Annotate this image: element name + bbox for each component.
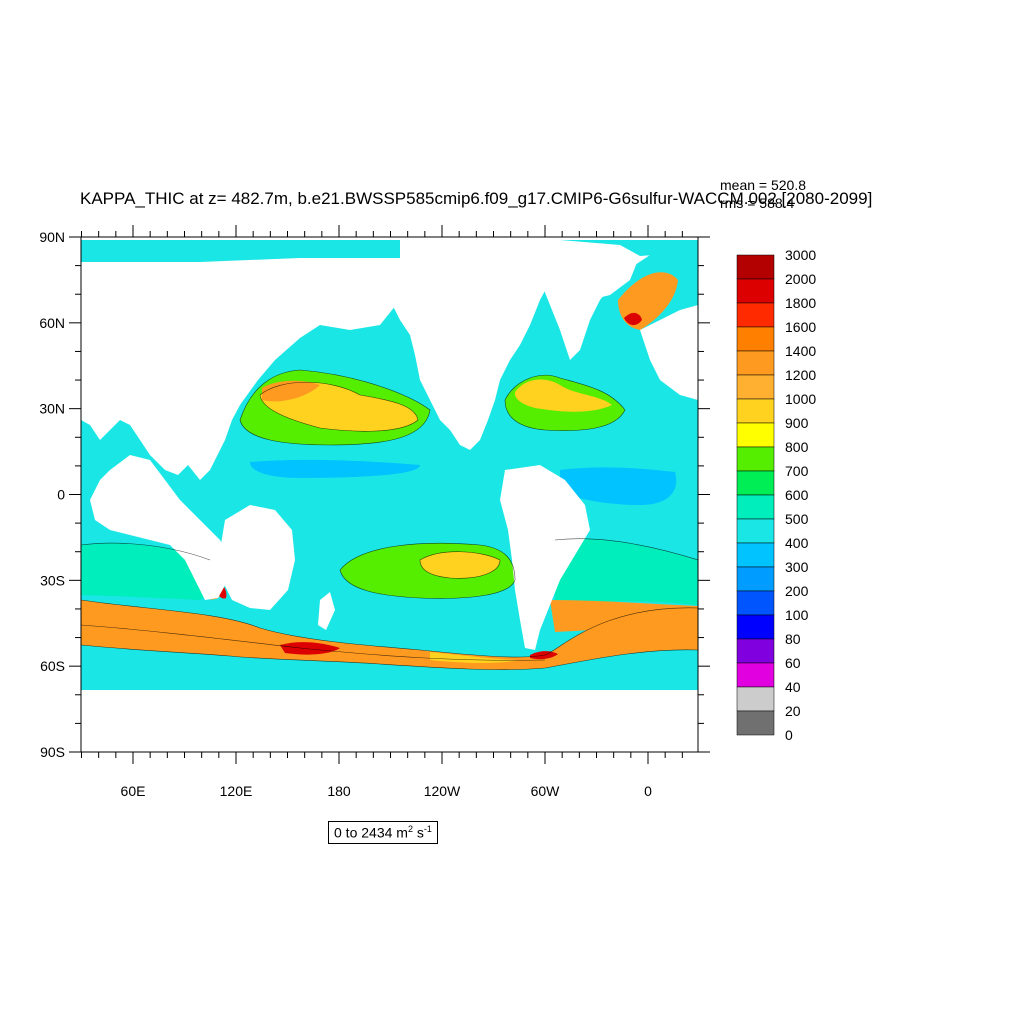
tropical-pacific-deep <box>250 459 420 478</box>
equatorial-deep-band <box>560 467 677 505</box>
lon-tick-label: 120W <box>424 783 461 799</box>
lon-tick-label: 120E <box>220 783 253 799</box>
range-text: 0 to 2434 m <box>334 824 408 841</box>
land-south-america <box>500 465 590 650</box>
colorbar-swatch <box>736 254 775 280</box>
colorbar-label: 100 <box>785 607 809 623</box>
rms-stat: rms = 588.4 <box>720 195 795 211</box>
lat-tick-label: 60N <box>39 315 65 331</box>
colorbar-swatch <box>736 638 775 664</box>
colorbar-label: 900 <box>785 415 809 431</box>
arctic-ocean-east <box>560 240 698 256</box>
colorbar-label: 20 <box>785 703 801 719</box>
colorbar-label: 80 <box>785 631 801 647</box>
colorbar-swatch <box>736 686 775 712</box>
colorbar-label: 1000 <box>785 391 816 407</box>
land-africa <box>90 455 230 600</box>
colorbar-swatch <box>736 710 775 736</box>
colorbar-label: 500 <box>785 511 809 527</box>
range-exp-2: -1 <box>423 824 432 834</box>
lat-tick-label: 30N <box>39 401 65 417</box>
south-pacific-gyre-yellow <box>420 551 500 579</box>
colorbar-swatch <box>736 374 775 400</box>
colorbar-label: 700 <box>785 463 809 479</box>
colorbar-label: 2000 <box>785 271 816 287</box>
colorbar-swatch <box>736 590 775 616</box>
southern-ocean-orange-band <box>81 600 698 670</box>
lat-tick-label: 0 <box>57 487 65 503</box>
south-atlantic-mid <box>555 538 698 605</box>
chart-title: KAPPA_THIC at z= 482.7m, b.e21.BWSSP585c… <box>80 189 873 208</box>
north-atlantic-gyre-yellow <box>514 379 612 412</box>
land-north-america <box>385 237 560 450</box>
colorbar-label: 0 <box>785 727 793 743</box>
colorbar-swatch <box>736 542 775 568</box>
lat-tick-label: 90S <box>40 744 65 760</box>
lon-tick-label: 0 <box>644 783 652 799</box>
land-eurasia <box>81 237 698 480</box>
value-range-box: 0 to 2434 m2 s-1 <box>328 821 438 844</box>
colorbar-swatch <box>736 566 775 592</box>
colorbar-label: 300 <box>785 559 809 575</box>
land-antarctica <box>81 692 698 752</box>
colorbar-swatch <box>736 422 775 448</box>
colorbar-label: 60 <box>785 655 801 671</box>
colorbar-label: 1800 <box>785 295 816 311</box>
lat-tick-label: 60S <box>40 658 65 674</box>
colorbar-swatch <box>736 326 775 352</box>
arctic-ocean <box>81 240 400 262</box>
colorbar-swatch <box>736 446 775 472</box>
colorbar-swatch <box>736 494 775 520</box>
colorbar-label: 1400 <box>785 343 816 359</box>
axes: 90N 60N 30N 0 30S 60S 90S 60E 120E 180 120W 60W 0 <box>39 225 710 799</box>
mean-stat: mean = 520.8 <box>720 177 807 193</box>
colorbar-swatch <box>736 518 775 544</box>
lon-tick-label: 60E <box>121 783 146 799</box>
colorbar-label: 400 <box>785 535 809 551</box>
land-europe <box>640 305 698 400</box>
lon-tick-label: 180 <box>327 783 351 799</box>
colorbar-label: 3000 <box>785 247 816 263</box>
contour-lines <box>81 369 698 670</box>
colorbar-label: 800 <box>785 439 809 455</box>
lon-tick-label: 60W <box>531 783 561 799</box>
land-greenland <box>555 240 640 300</box>
colorbar-label: 1600 <box>785 319 816 335</box>
land-australia <box>220 505 295 610</box>
map-plot <box>81 237 698 752</box>
colorbar-swatch <box>736 398 775 424</box>
colorbar-label: 40 <box>785 679 801 695</box>
colorbar-swatch <box>736 278 775 304</box>
colorbar-swatch <box>736 470 775 496</box>
range-unit-2: s <box>412 824 424 841</box>
colorbar-label: 600 <box>785 487 809 503</box>
colorbar-swatch <box>736 614 775 640</box>
lat-tick-label: 30S <box>40 572 65 588</box>
land <box>81 237 698 752</box>
range-exp-1: 2 <box>407 824 413 834</box>
southern-ocean-red-core <box>280 642 340 655</box>
colorbar-label: 1200 <box>785 367 816 383</box>
colorbar: 3000200018001600140012001000900800700600… <box>736 247 816 743</box>
lat-tick-label: 90N <box>39 229 65 245</box>
land-new-zealand <box>318 592 335 630</box>
north-pacific-gyre-orange <box>262 380 320 402</box>
colorbar-label: 200 <box>785 583 809 599</box>
indian-ocean-mid <box>81 543 212 600</box>
colorbar-swatch <box>736 350 775 376</box>
nordic-seas-red <box>624 312 642 326</box>
colorbar-swatch <box>736 662 775 688</box>
colorbar-swatch <box>736 302 775 328</box>
